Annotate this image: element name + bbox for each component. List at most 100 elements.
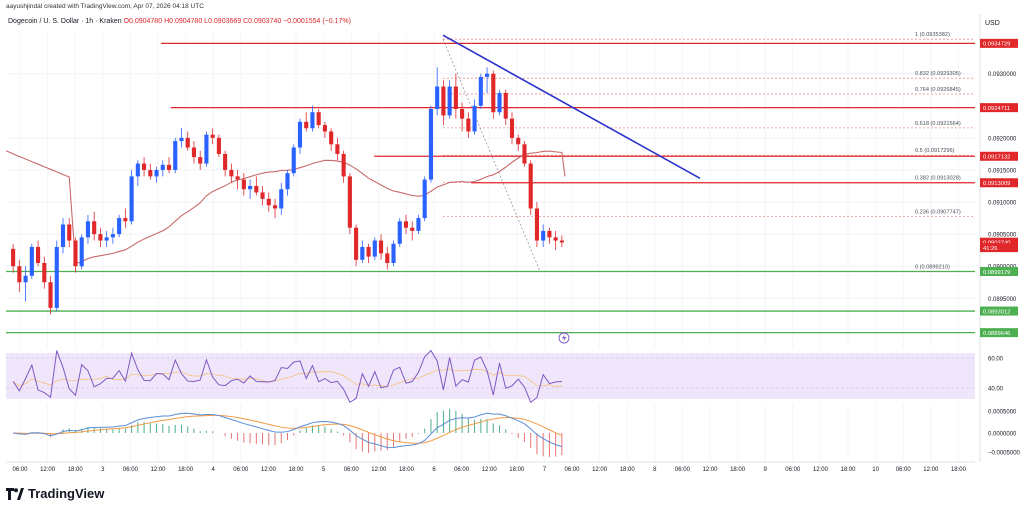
candle-body <box>254 186 259 193</box>
x-tick-label: 12:00 <box>813 467 829 473</box>
x-tick-label: 12:00 <box>40 467 56 473</box>
candle-body <box>559 240 564 243</box>
x-tick-label: 12:00 <box>371 467 387 473</box>
x-tick-label: 12:00 <box>592 467 608 473</box>
candle-body <box>541 230 546 241</box>
candle-body <box>135 163 140 177</box>
macd-signal-line <box>13 414 563 444</box>
fib-level-label: 1 (0.0935382) <box>915 32 950 38</box>
candle-body <box>547 230 552 238</box>
candle-body <box>360 246 365 260</box>
x-tick-label: 06:00 <box>564 467 580 473</box>
rsi-tick-label: 60.00 <box>988 357 1004 363</box>
price-axis-badge-label: 0.0889646 <box>983 331 1010 337</box>
x-tick-label: 06:00 <box>896 467 912 473</box>
x-tick-label: 06:00 <box>12 467 28 473</box>
candle-body <box>366 246 371 257</box>
candle-body <box>67 224 72 241</box>
fib-level-label: 0.618 (0.0921564) <box>915 121 961 127</box>
brand: TradingView <box>6 486 104 501</box>
candle-body <box>416 218 421 231</box>
candle-body <box>410 227 415 231</box>
x-tick-label: 5 <box>322 467 326 473</box>
x-tick-label: 06:00 <box>123 467 139 473</box>
x-tick-label: 06:00 <box>785 467 801 473</box>
candle-body <box>484 73 490 77</box>
candle-body <box>179 137 184 142</box>
candle-body <box>204 134 209 164</box>
candle-body <box>466 118 471 132</box>
price-axis-badge <box>980 151 1018 161</box>
x-tick-label: 10 <box>872 467 879 473</box>
y-tick-label: 0.0915000 <box>988 168 1017 174</box>
candle-body <box>291 147 296 174</box>
candle-body <box>472 105 477 132</box>
tradingview-logo-icon <box>6 487 24 500</box>
x-tick-label: 9 <box>764 467 768 473</box>
x-tick-label: 12:00 <box>261 467 277 473</box>
price-axis-badge <box>980 306 1018 316</box>
candle-body <box>397 221 402 244</box>
candle-body <box>453 86 458 109</box>
price-axis-badge-label: 41:26 <box>983 246 998 252</box>
price-axis-badge <box>980 103 1018 113</box>
candle-body <box>391 243 396 263</box>
candle-body <box>528 163 533 209</box>
rsi-line <box>12 349 562 404</box>
x-tick-label: 6 <box>432 467 436 473</box>
candle-body <box>248 186 253 190</box>
candle-body <box>54 246 59 308</box>
x-tick-label: 12:00 <box>923 467 939 473</box>
candle-body <box>347 176 352 228</box>
x-tick-label: 18:00 <box>178 467 194 473</box>
fib-level-label: 0.832 (0.0929305) <box>915 71 961 77</box>
candle-body <box>104 237 109 241</box>
price-axis-badge <box>980 38 1018 48</box>
ohlc-high: H0.0904780 <box>164 18 203 25</box>
candle-body <box>272 205 278 209</box>
candle-body <box>185 137 190 148</box>
x-tick-label: 18:00 <box>68 467 84 473</box>
symbol-legend: Dogecoin / U. S. Dollar · 1h · Kraken O0… <box>8 18 351 25</box>
x-tick-label: 06:00 <box>344 467 360 473</box>
fib-level-label: 0 (0.0899210) <box>915 264 950 270</box>
rsi-tick-label: 40.00 <box>988 387 1004 393</box>
currency-label: USD <box>985 20 1000 27</box>
y-tick-label: 0.0910000 <box>988 201 1017 207</box>
candle-body <box>428 109 433 180</box>
candle-body <box>341 153 346 177</box>
symbol-name: Dogecoin / U. S. Dollar · 1h · Kraken <box>8 18 122 25</box>
x-tick-label: 12:00 <box>702 467 718 473</box>
price-axis-badge-label: 0.0893012 <box>983 309 1010 315</box>
price-axis-badge-label: 0.0899179 <box>983 270 1010 276</box>
candle-body <box>98 234 103 241</box>
candle-body <box>335 144 340 154</box>
macd-tick-label: 0.0005000 <box>988 410 1017 416</box>
candle-body <box>36 246 41 263</box>
x-tick-label: 7 <box>543 467 547 473</box>
candle-body <box>42 263 47 283</box>
candle-body <box>534 208 539 241</box>
y-tick-label: 0.0905000 <box>988 233 1017 239</box>
price-pane <box>6 32 975 340</box>
x-tick-label: 18:00 <box>951 467 967 473</box>
candle-body <box>497 92 502 113</box>
candle-body <box>304 121 309 129</box>
byline: aayushjindal created with TradingView.co… <box>6 3 204 10</box>
macd-tick-label: −0.0005000 <box>988 451 1021 457</box>
descending-trendline <box>442 34 701 179</box>
candle-body <box>23 275 28 283</box>
candle-body <box>522 144 527 164</box>
candle-body <box>378 240 384 254</box>
price-axis-badge <box>980 266 1018 276</box>
price-axis-badge <box>980 243 1018 253</box>
ohlc-change: −0.0001554 (−0.17%) <box>283 18 351 25</box>
candle-body <box>372 240 377 257</box>
candle-body <box>129 176 134 222</box>
fib-anchor-line <box>442 39 541 272</box>
price-axis-badge <box>980 237 1018 247</box>
candle-body <box>48 282 53 308</box>
candle-body <box>110 234 115 238</box>
candle-body <box>11 248 16 267</box>
